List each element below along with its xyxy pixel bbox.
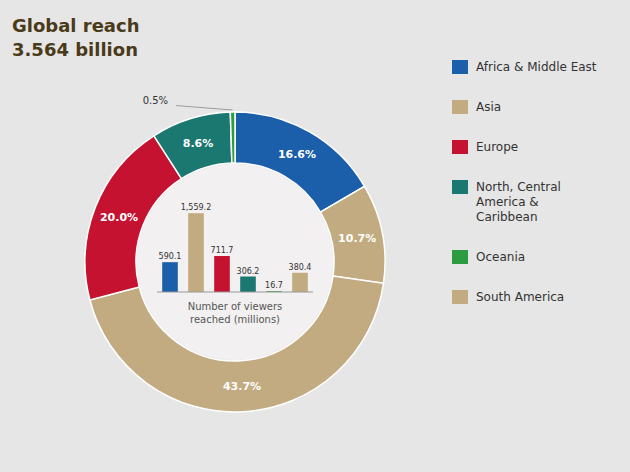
bar-label: 1,559.2 bbox=[181, 203, 212, 212]
background bbox=[0, 0, 630, 472]
wedge-label: 16.6% bbox=[278, 148, 316, 161]
legend-label: Africa & Middle East bbox=[476, 60, 597, 74]
legend: Africa & Middle East Asia Europe North, Cen… bbox=[452, 60, 597, 304]
bar bbox=[188, 213, 204, 292]
legend-label: Europe bbox=[476, 140, 518, 154]
bar bbox=[240, 277, 256, 292]
bar-label: 306.2 bbox=[237, 267, 260, 276]
legend-label: South America bbox=[476, 290, 564, 304]
baseline bbox=[157, 292, 313, 293]
x-axis-label: Number of viewersreached (millions) bbox=[188, 301, 283, 325]
bar-label: 16.7 bbox=[265, 281, 283, 290]
bar-label: 380.4 bbox=[289, 263, 312, 272]
legend-swatch bbox=[452, 60, 468, 74]
chart: Global reach 3.564 billion 16.6% 10.7% 43.7%… bbox=[0, 0, 630, 472]
legend-swatch bbox=[452, 250, 468, 264]
subtitle: 3.564 billion bbox=[12, 39, 138, 60]
donut bbox=[85, 112, 385, 412]
donut-wedge bbox=[230, 112, 235, 163]
wedge-label: 43.7% bbox=[223, 380, 261, 393]
legend-label: Asia bbox=[476, 100, 501, 114]
legend-swatch bbox=[452, 180, 468, 194]
legend-label: North, CentralAmerica &Caribbean bbox=[476, 180, 561, 224]
bar bbox=[162, 262, 178, 292]
donut-hole bbox=[137, 164, 333, 360]
wedge-label: 8.6% bbox=[183, 137, 214, 150]
wedge-label: 10.7% bbox=[338, 232, 376, 245]
leader-line bbox=[176, 106, 233, 110]
wedge-label: 20.0% bbox=[100, 211, 138, 224]
bars bbox=[162, 213, 308, 292]
legend-swatch bbox=[452, 290, 468, 304]
bar bbox=[214, 256, 230, 292]
bar-label: 711.7 bbox=[211, 246, 234, 255]
bar bbox=[292, 273, 308, 292]
legend-swatch bbox=[452, 100, 468, 114]
legend-swatch bbox=[452, 140, 468, 154]
title: Global reach bbox=[12, 15, 140, 36]
legend-label: Oceania bbox=[476, 250, 525, 264]
wedge-label: 0.5% bbox=[143, 95, 168, 106]
bar-label: 590.1 bbox=[159, 252, 182, 261]
